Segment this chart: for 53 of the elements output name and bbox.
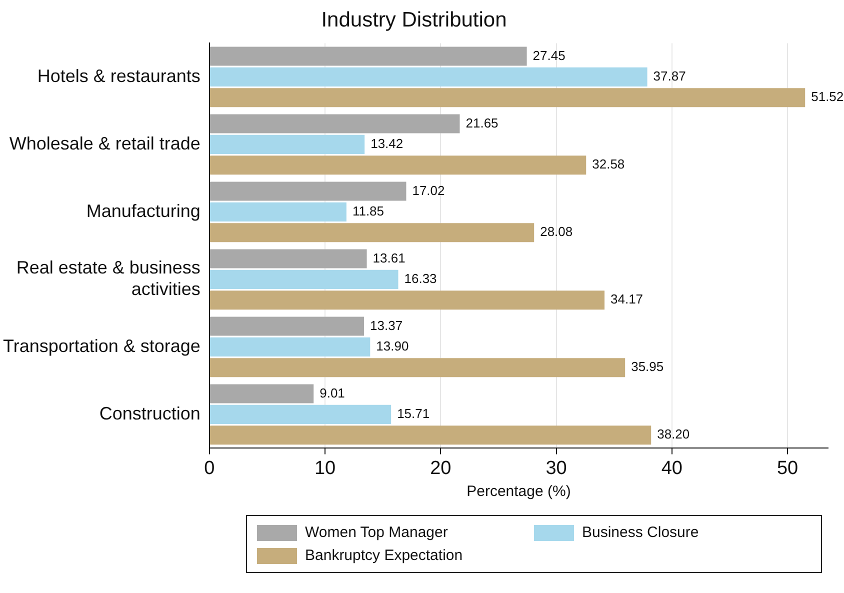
bar [210, 67, 648, 86]
bar [210, 88, 806, 108]
bar [210, 384, 314, 404]
bar [210, 114, 460, 134]
data-label: 38.20 [657, 426, 690, 442]
data-label: 9.01 [320, 385, 345, 400]
x-axis-title: Percentage (%) [466, 483, 571, 500]
y-tick-label: Manufacturing [86, 200, 200, 221]
bar [210, 404, 392, 424]
bar [210, 156, 586, 175]
data-label: 16.33 [404, 271, 437, 286]
y-tick-label: Real estate & business activities [16, 258, 200, 300]
data-label: 37.87 [653, 68, 686, 84]
y-tick-label: Hotels & restaurants [37, 66, 200, 86]
data-label: 17.02 [412, 182, 445, 198]
data-label: 13.90 [376, 338, 409, 354]
data-label: 35.95 [631, 359, 664, 374]
data-label: 15.71 [397, 406, 430, 422]
chart-title: Industry Distribution [321, 8, 507, 32]
bar [210, 134, 365, 154]
data-label: 27.45 [532, 48, 566, 63]
data-label: 34.17 [610, 292, 644, 307]
data-label: 32.58 [592, 156, 625, 172]
x-tick-label: 30 [546, 458, 567, 479]
x-tick-label: 10 [314, 458, 336, 479]
x-tick-label: 20 [430, 458, 452, 479]
legend-label: Business Closure [582, 524, 699, 541]
y-tick-label: Construction [99, 403, 200, 424]
bar [210, 426, 652, 445]
data-label: 28.08 [540, 224, 573, 240]
y-tick-label: Wholesale & retail trade [9, 133, 200, 154]
data-label: 13.42 [370, 136, 404, 152]
data-label: 21.65 [466, 115, 498, 130]
bar [210, 46, 527, 66]
x-tick-label: 0 [204, 458, 215, 479]
legend-label: Women Top Manager [305, 524, 448, 541]
data-label: 13.61 [372, 250, 406, 266]
bar [210, 337, 370, 356]
data-label: 11.85 [352, 204, 384, 219]
data-label: 51.52 [811, 89, 844, 104]
x-tick-label: 40 [661, 458, 682, 479]
bar [210, 182, 406, 201]
bar [210, 202, 346, 222]
bar [210, 316, 364, 336]
bar [210, 270, 398, 289]
bar [210, 290, 605, 310]
y-tick-label: Transportation & storage [3, 336, 200, 356]
bar [210, 223, 534, 242]
bar [210, 249, 367, 268]
legend-label: Bankruptcy Expectation [305, 547, 463, 564]
x-tick-label: 50 [776, 458, 798, 479]
data-label: 13.37 [370, 318, 403, 333]
bar [210, 358, 626, 378]
